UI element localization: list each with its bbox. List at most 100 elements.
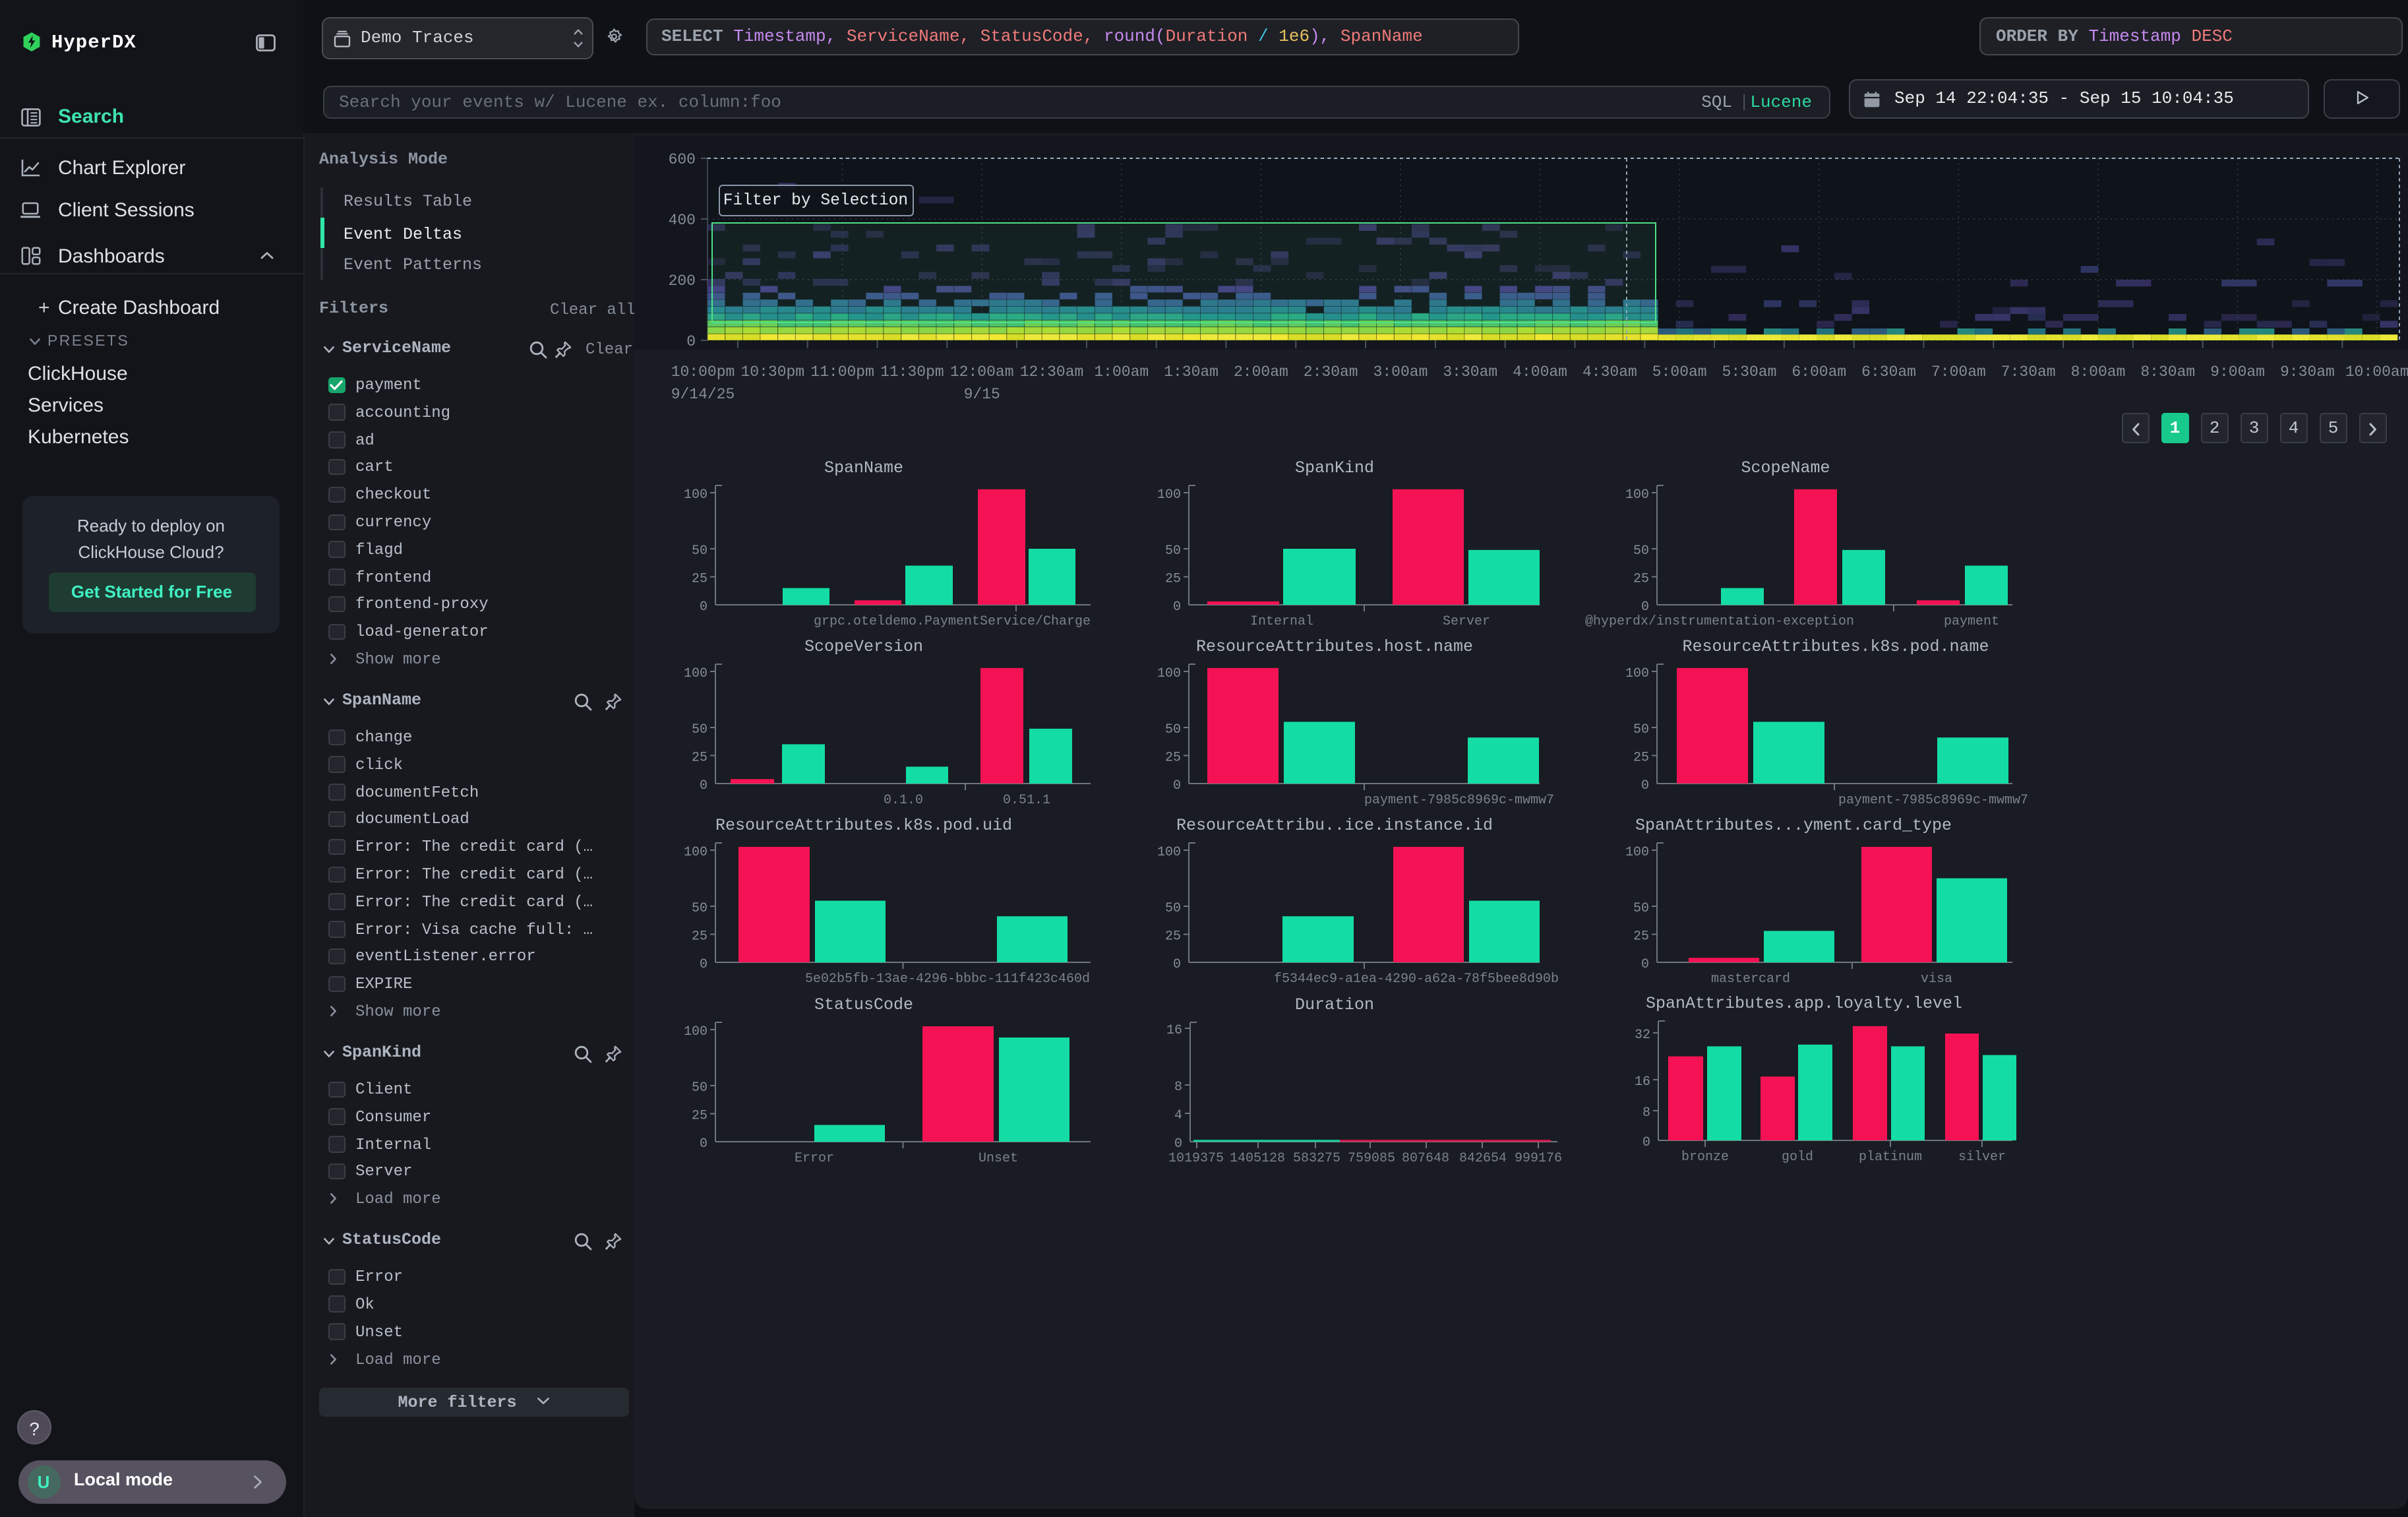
svg-text:200: 200 [669,272,696,290]
svg-text:100: 100 [684,1024,707,1039]
svg-text:Internal: Internal [1250,614,1313,629]
svg-text:gold: gold [1782,1150,1813,1165]
svg-text:ResourceAttributes.k8s.pod.uid: ResourceAttributes.k8s.pod.uid [715,816,1012,835]
svg-text:SpanKind: SpanKind [1295,458,1374,478]
svg-text:3:00am: 3:00am [1373,363,1428,381]
svg-text:5e02b5fb-13ae-4296-bbbc-111f42: 5e02b5fb-13ae-4296-bbbc-111f423c460d [805,972,1090,987]
svg-text:0: 0 [1173,778,1181,793]
svg-text:9:00am: 9:00am [2210,363,2265,381]
svg-text:100: 100 [1157,666,1181,681]
svg-text:payment-7985c8969c-mwmw7: payment-7985c8969c-mwmw7 [1364,793,1554,808]
svg-text:7:00am: 7:00am [1931,363,1986,381]
svg-text:10:00pm: 10:00pm [671,363,735,381]
svg-text:0: 0 [1173,600,1181,615]
svg-text:400: 400 [669,212,696,229]
svg-text:platinum: platinum [1859,1150,1922,1165]
svg-text:Duration: Duration [1295,995,1374,1014]
svg-text:2:30am: 2:30am [1304,363,1358,381]
svg-text:25: 25 [692,751,707,766]
svg-text:@hyperdx/instrumentation-excep: @hyperdx/instrumentation-exception [1585,614,1854,629]
svg-text:11:00pm: 11:00pm [810,363,874,381]
svg-text:100: 100 [684,845,707,860]
svg-text:25: 25 [692,572,707,587]
svg-text:12:00am: 12:00am [950,363,1014,381]
svg-text:100: 100 [684,666,707,681]
svg-text:25: 25 [692,929,707,944]
svg-text:16: 16 [1166,1023,1182,1038]
svg-text:50: 50 [1633,901,1649,916]
svg-text:ScopeName: ScopeName [1741,458,1830,478]
svg-text:Unset: Unset [978,1151,1018,1166]
svg-text:25: 25 [1633,751,1649,766]
svg-text:ResourceAttributes.host.name: ResourceAttributes.host.name [1196,637,1473,656]
svg-text:silver: silver [1958,1150,2006,1165]
svg-text:0: 0 [700,1136,707,1152]
svg-text:50: 50 [1633,722,1649,737]
svg-text:25: 25 [1633,572,1649,587]
svg-text:SpanAttributes.app.loyalty.lev: SpanAttributes.app.loyalty.level [1646,994,1962,1013]
svg-text:807648: 807648 [1402,1151,1449,1166]
svg-text:10:00am: 10:00am [2345,363,2408,381]
svg-text:0: 0 [1641,600,1649,615]
svg-text:100: 100 [1625,845,1649,860]
svg-text:32: 32 [1635,1028,1650,1043]
svg-text:payment: payment [1944,614,1999,629]
svg-text:50: 50 [692,901,707,916]
svg-text:50: 50 [692,543,707,559]
svg-text:0: 0 [1174,1136,1182,1152]
svg-text:9:30am: 9:30am [2280,363,2335,381]
svg-text:5:00am: 5:00am [1652,363,1707,381]
svg-text:0: 0 [686,333,696,350]
svg-text:583275: 583275 [1293,1151,1340,1166]
svg-text:16: 16 [1635,1074,1650,1090]
svg-text:9/14/25: 9/14/25 [671,386,735,403]
svg-text:SpanAttributes...yment.card_ty: SpanAttributes...yment.card_type [1635,816,1952,835]
svg-text:50: 50 [1633,543,1649,559]
svg-text:3:30am: 3:30am [1443,363,1497,381]
svg-text:9/15: 9/15 [964,386,1000,403]
svg-text:8: 8 [1642,1105,1650,1121]
svg-text:bronze: bronze [1681,1150,1729,1165]
svg-text:Server: Server [1443,614,1490,629]
svg-text:ResourceAttributes.k8s.pod.nam: ResourceAttributes.k8s.pod.name [1682,637,1989,656]
svg-text:0: 0 [700,957,707,972]
svg-text:4: 4 [1174,1108,1182,1123]
svg-text:8:00am: 8:00am [2071,363,2126,381]
svg-text:842654: 842654 [1459,1151,1507,1166]
svg-text:StatusCode: StatusCode [814,995,913,1014]
svg-text:grpc.oteldemo.PaymentService/C: grpc.oteldemo.PaymentService/Charge [814,614,1091,629]
svg-text:600: 600 [669,151,696,168]
svg-text:ScopeVersion: ScopeVersion [804,637,923,656]
svg-text:25: 25 [1165,572,1181,587]
svg-text:0: 0 [1642,1135,1650,1150]
svg-text:999176: 999176 [1515,1151,1562,1166]
svg-text:1:00am: 1:00am [1094,363,1149,381]
svg-text:0: 0 [1641,778,1649,793]
svg-text:8: 8 [1174,1080,1182,1095]
svg-text:4:00am: 4:00am [1513,363,1567,381]
svg-text:100: 100 [1625,487,1649,503]
svg-text:6:30am: 6:30am [1861,363,1916,381]
svg-text:100: 100 [1157,487,1181,503]
svg-text:payment-7985c8969c-mwmw7: payment-7985c8969c-mwmw7 [1838,793,2028,808]
svg-text:0: 0 [700,778,707,793]
svg-text:12:30am: 12:30am [1020,363,1084,381]
svg-text:ResourceAttribu..ice.instance.: ResourceAttribu..ice.instance.id [1176,816,1493,835]
svg-text:50: 50 [1165,543,1181,559]
svg-text:0: 0 [700,600,707,615]
svg-text:25: 25 [692,1109,707,1124]
svg-text:7:30am: 7:30am [2001,363,2056,381]
svg-text:mastercard: mastercard [1711,972,1790,987]
svg-text:2:00am: 2:00am [1234,363,1288,381]
svg-text:25: 25 [1165,751,1181,766]
svg-text:0: 0 [1641,957,1649,972]
svg-text:8:30am: 8:30am [2140,363,2195,381]
svg-text:11:30pm: 11:30pm [880,363,944,381]
svg-text:Error: Error [795,1151,834,1166]
svg-text:6:00am: 6:00am [1791,363,1846,381]
svg-text:0.1.0: 0.1.0 [884,793,923,808]
svg-text:1019375: 1019375 [1168,1151,1224,1166]
svg-text:100: 100 [1625,666,1649,681]
svg-text:50: 50 [692,722,707,737]
svg-text:10:30pm: 10:30pm [740,363,804,381]
